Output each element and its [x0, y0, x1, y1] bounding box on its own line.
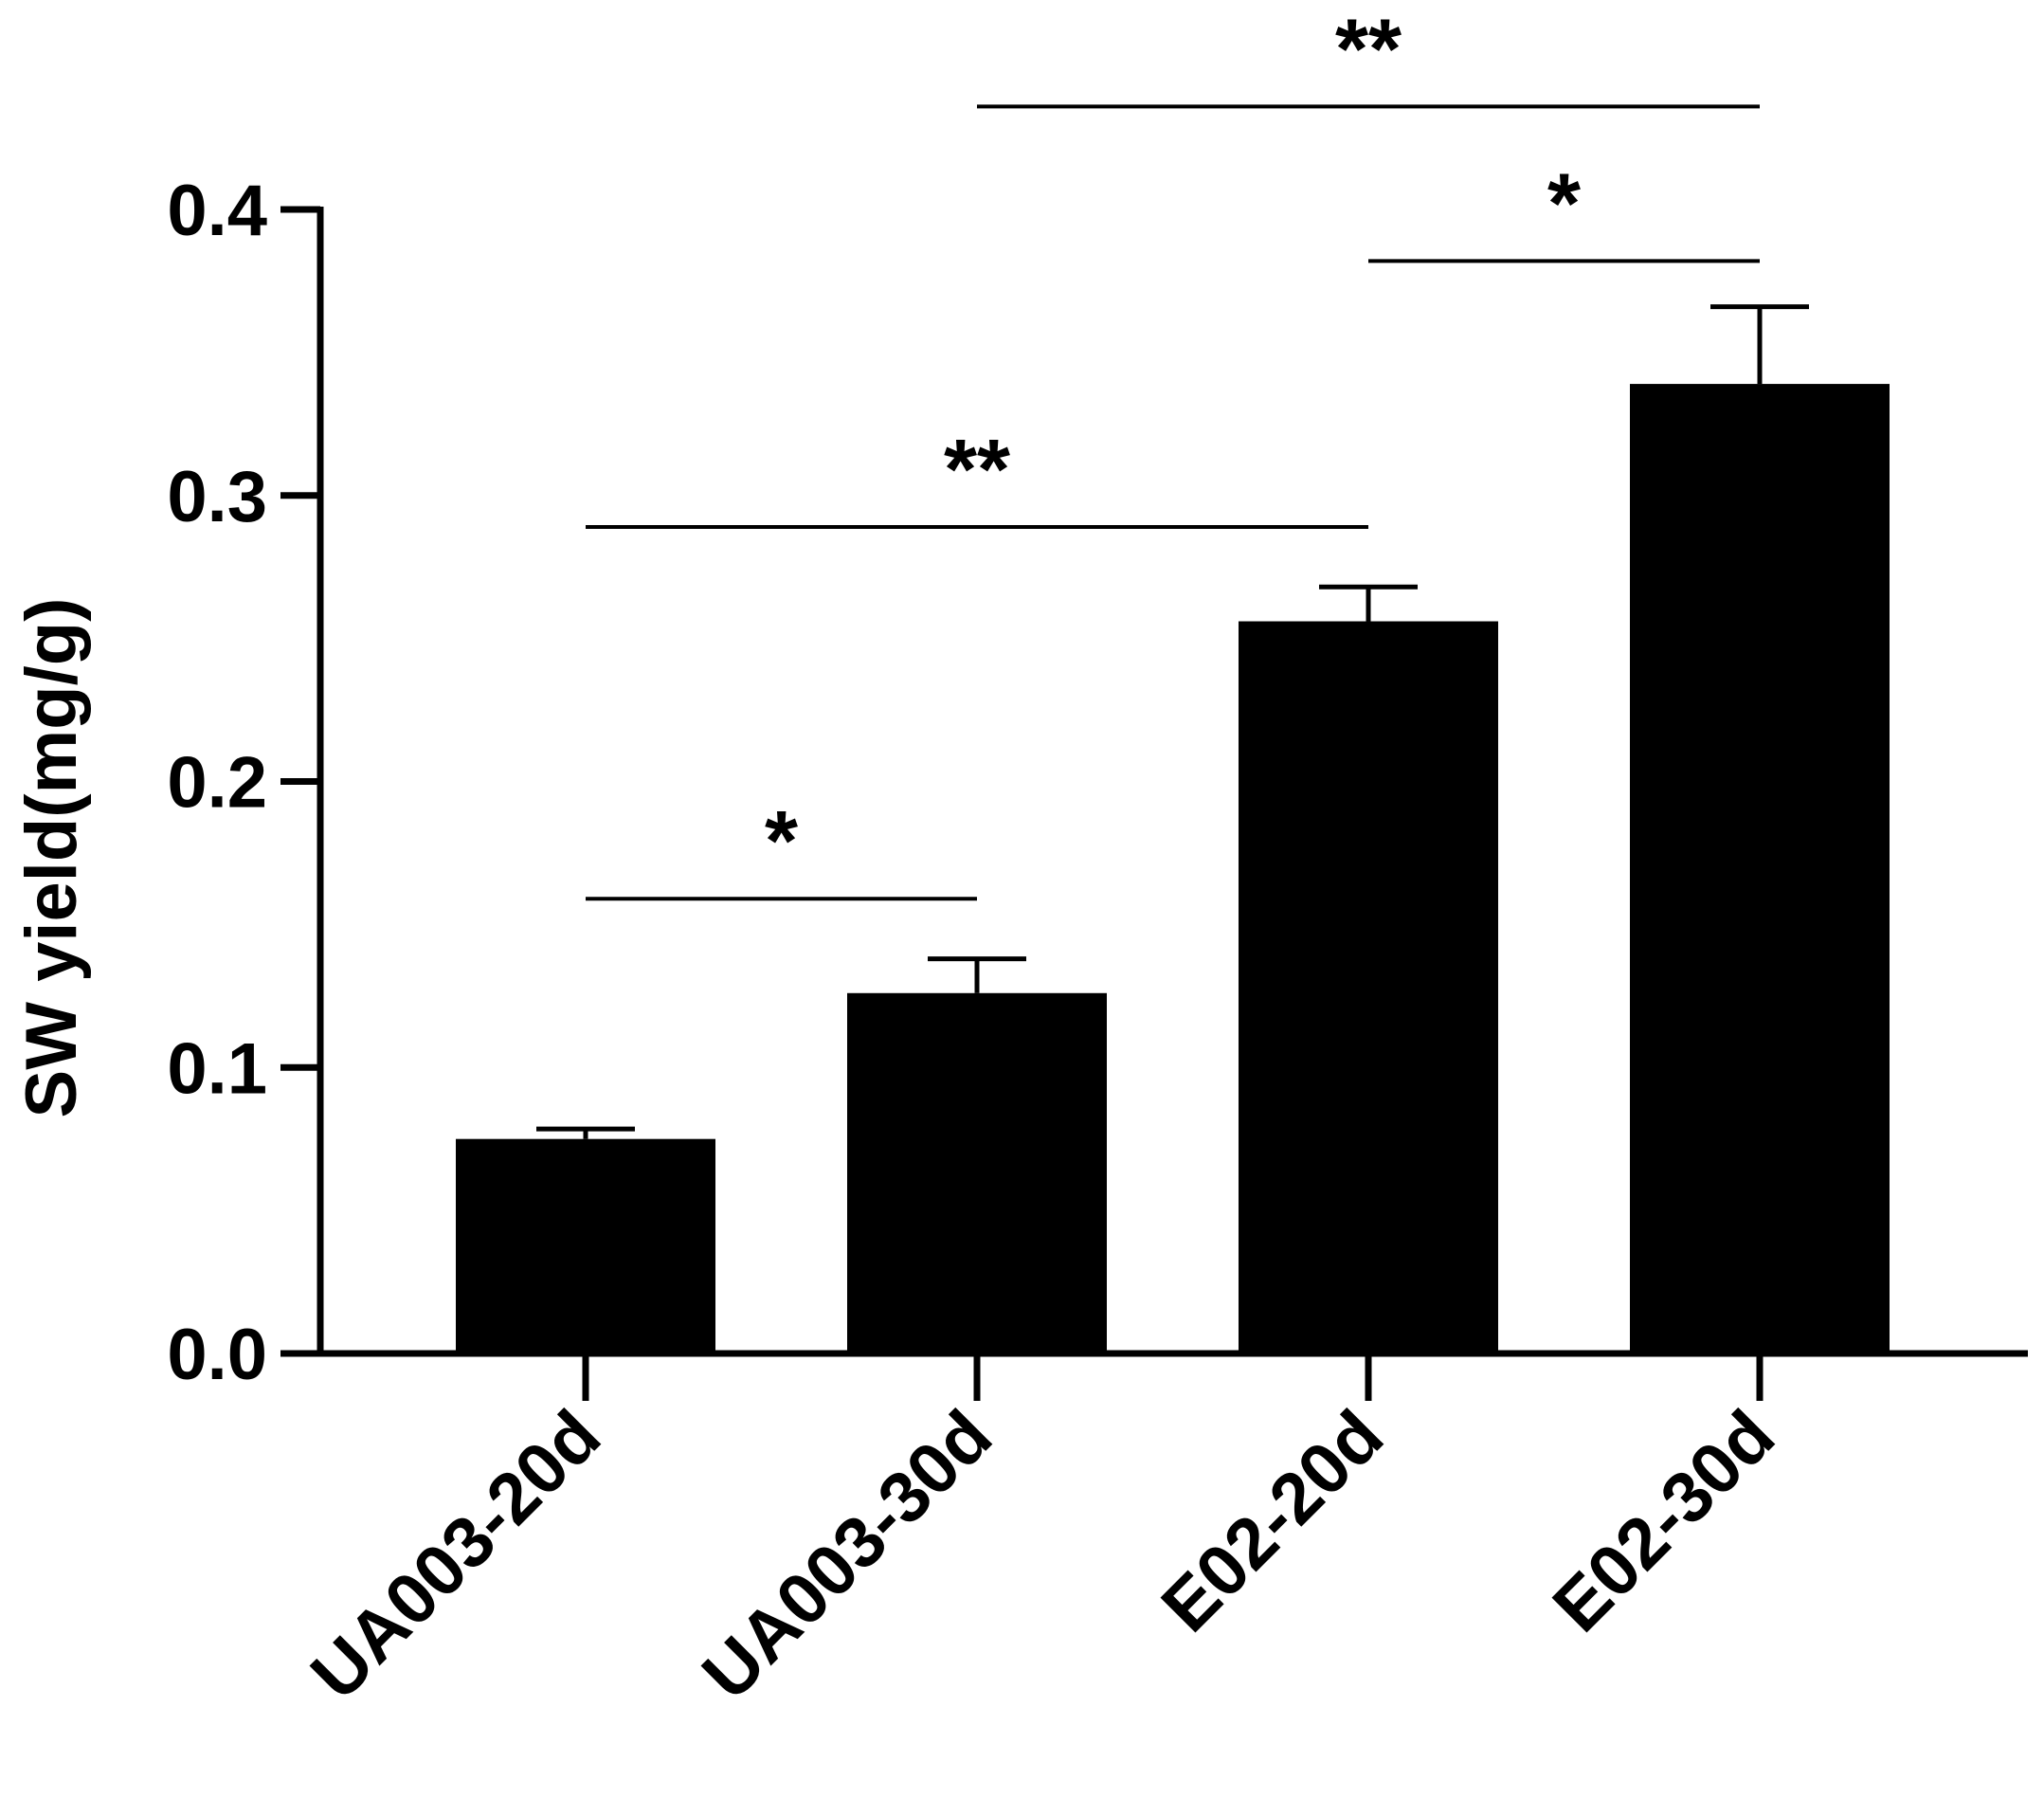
- bar-ua003-20d: [456, 1138, 715, 1353]
- y-tick-label: 0.0: [167, 1315, 267, 1395]
- y-tick-label: 0.2: [167, 743, 267, 824]
- significance-layer: ******: [586, 2, 1760, 901]
- x-tick-label: UA003-30d: [687, 1395, 1007, 1716]
- error-bars-layer: [536, 304, 1809, 1139]
- x-tick-label: E02-20d: [1147, 1395, 1399, 1647]
- bar-ua003-30d: [847, 992, 1107, 1353]
- y-tick-label: 0.4: [167, 171, 267, 251]
- significance-label: **: [1335, 2, 1402, 97]
- y-axis-title: SW yield(mg/g): [11, 598, 92, 1118]
- bar-e02-30d: [1630, 384, 1890, 1353]
- significance-label: **: [944, 423, 1010, 518]
- x-tick-label: E02-30d: [1538, 1395, 1790, 1647]
- x-tick-label: UA003-20d: [296, 1395, 616, 1716]
- x-ticks-layer: UA003-20d UA003-30d E02-20d E02-30d: [296, 1353, 1790, 1716]
- y-ticks-layer: 0.0 0.1 0.2 0.3 0.4: [167, 171, 320, 1395]
- significance-label: *: [765, 794, 798, 889]
- bars-layer: [456, 384, 1890, 1353]
- y-tick-label: 0.1: [167, 1028, 267, 1109]
- significance-label: *: [1547, 156, 1581, 251]
- y-tick-label: 0.3: [167, 457, 267, 537]
- bar-e02-20d: [1239, 621, 1498, 1353]
